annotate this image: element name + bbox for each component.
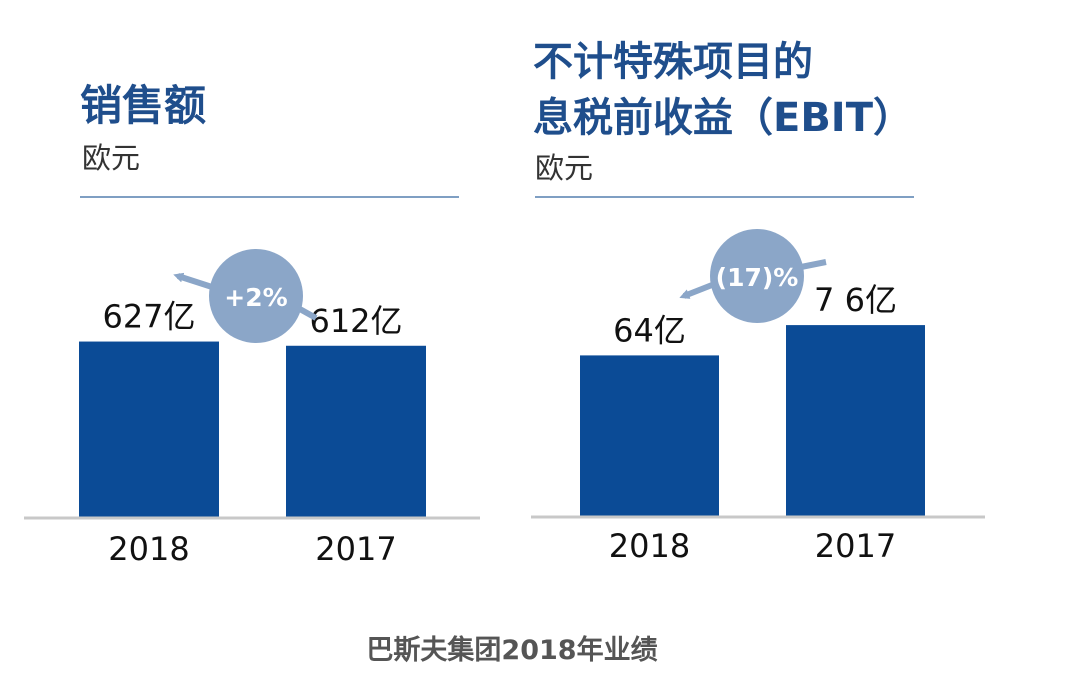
ebit-change-circle [710,229,804,323]
ebit-value-label-2017: 7 6亿 [814,281,897,319]
sales-change-arrow-icon [173,272,213,290]
sales-chart-panel: 销售额 欧元 627亿 2018 612亿 2017 +2% [24,81,480,568]
sales-change-label: +2% [224,283,287,312]
sales-change-tail [296,305,318,321]
sales-chart-unit: 欧元 [82,141,140,175]
ebit-chart-panel: 不计特殊项目的 息税前收益（EBIT） 欧元 64亿 2018 7 6亿 2017 (… [531,39,985,565]
ebit-chart-title-line1: 不计特殊项目的 [533,39,813,85]
ebit-category-label-2017: 2017 [815,527,896,565]
ebit-bar-2017 [786,325,925,517]
ebit-chart-title-line2: 息税前收益（EBIT） [533,95,913,141]
sales-category-label-2018: 2018 [108,530,189,568]
ebit-change-arrow-icon [679,282,714,299]
ebit-value-label-2018: 64亿 [613,311,686,349]
ebit-chart-unit: 欧元 [535,151,593,185]
sales-category-label-2017: 2017 [315,530,396,568]
ebit-change-label: (17)% [716,263,799,292]
sales-chart-title: 销售额 [80,81,206,130]
sales-value-label-2017: 612亿 [309,302,402,340]
sales-bar-2017 [286,345,426,518]
ebit-change-badge: (17)% [679,229,827,323]
ebit-category-label-2018: 2018 [609,527,690,565]
figure-caption: 巴斯夫集团2018年业绩 [366,635,658,666]
ebit-bar-2018 [580,355,719,517]
sales-change-badge: +2% [173,249,318,343]
sales-value-label-2018: 627亿 [102,298,195,336]
sales-change-circle [209,249,303,343]
sales-bar-2018 [79,341,219,518]
